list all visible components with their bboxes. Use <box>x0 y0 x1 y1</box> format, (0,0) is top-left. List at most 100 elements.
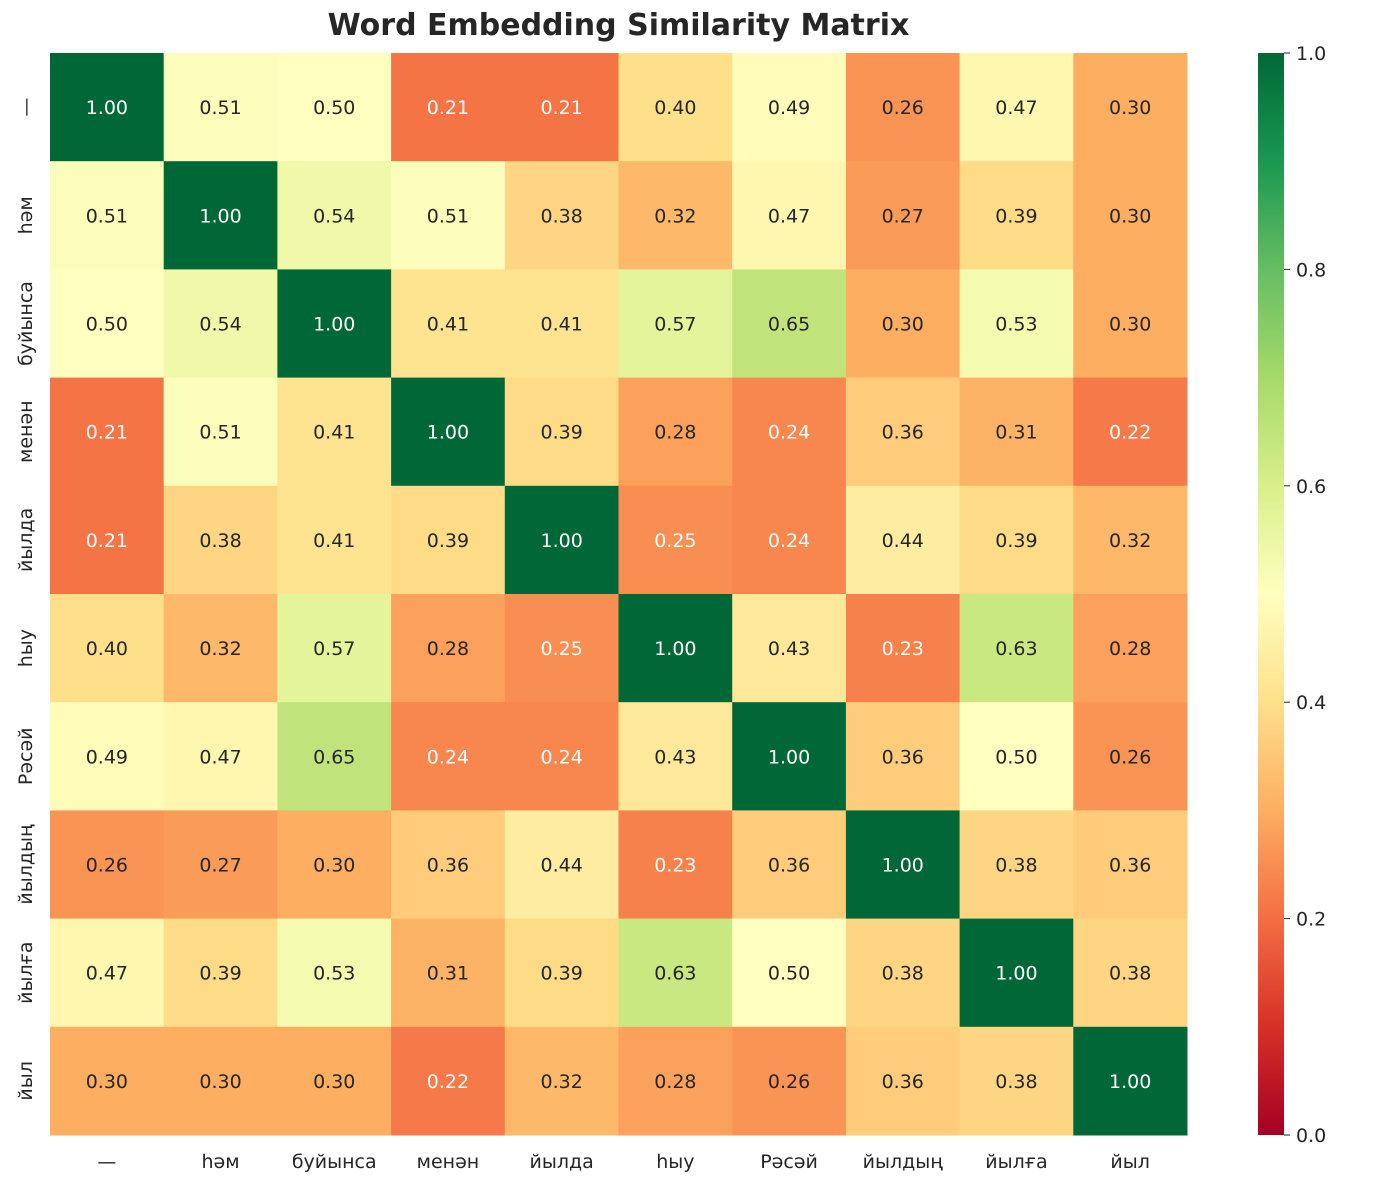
x-tick-label: — <box>97 1151 116 1173</box>
y-tick-label: һәм <box>15 196 37 234</box>
x-tick-label: йылға <box>985 1151 1047 1173</box>
heatmap-cell <box>504 485 619 595</box>
y-tick-label: — <box>15 98 37 117</box>
cell-annotation: 0.43 <box>768 638 810 660</box>
cell-annotation: 1.00 <box>1109 1071 1151 1093</box>
colorbar-tick-label: 0.2 <box>1296 909 1326 931</box>
cell-annotation: 1.00 <box>86 97 128 119</box>
cell-annotation: 0.41 <box>313 422 355 444</box>
heatmap-cell <box>277 161 392 270</box>
y-tick-label: буйынса <box>15 281 37 366</box>
cell-annotation: 0.47 <box>199 746 241 768</box>
heatmap-cell <box>845 485 961 595</box>
heatmap-cell <box>618 269 733 379</box>
heatmap-cell <box>391 1026 506 1136</box>
cell-annotation: 0.36 <box>882 1071 924 1093</box>
heatmap-cell <box>163 1026 278 1136</box>
y-tick-label: йыл <box>15 1061 37 1101</box>
colorbar-tick-label: 1.0 <box>1296 43 1326 65</box>
cell-annotation: 0.30 <box>1109 97 1151 119</box>
x-tick-label: йылда <box>530 1151 594 1173</box>
heatmap-cell <box>504 161 619 270</box>
y-tick-label: Рәсәй <box>15 727 37 785</box>
cell-annotation: 0.41 <box>540 314 582 336</box>
cell-annotation: 0.50 <box>313 97 355 119</box>
cell-annotation: 0.39 <box>995 205 1037 227</box>
cell-annotation: 0.36 <box>882 422 924 444</box>
heatmap-cell <box>391 377 506 487</box>
x-tick-label: йылдың <box>863 1151 944 1173</box>
cell-annotation: 0.44 <box>540 855 582 877</box>
heatmap-cell <box>618 485 733 595</box>
x-tick-label: буйынса <box>292 1151 377 1173</box>
cell-annotation: 0.54 <box>313 205 355 227</box>
cell-annotation: 0.25 <box>540 638 582 660</box>
heatmap-cell <box>732 53 847 162</box>
heatmap-cell <box>959 1026 1074 1136</box>
cell-annotation: 0.38 <box>995 855 1037 877</box>
cell-annotation: 0.38 <box>882 963 924 985</box>
cell-annotation: 0.57 <box>313 638 355 660</box>
cell-annotation: 0.32 <box>540 1071 582 1093</box>
x-tick-label: һәм <box>202 1151 240 1173</box>
cell-annotation: 0.40 <box>86 638 128 660</box>
cell-annotation: 0.39 <box>199 963 241 985</box>
heatmap-cell <box>618 377 733 487</box>
heatmap-cell <box>959 702 1074 811</box>
cell-annotation: 0.57 <box>654 314 696 336</box>
x-tick-label: һыу <box>656 1151 694 1173</box>
cell-annotation: 0.28 <box>427 638 469 660</box>
cell-annotation: 0.32 <box>654 205 696 227</box>
cell-annotation: 0.30 <box>1109 205 1151 227</box>
heatmap-cell <box>732 377 847 487</box>
heatmap-cell <box>163 485 278 595</box>
heatmap-cell <box>50 377 165 487</box>
cell-annotation: 0.26 <box>1109 746 1151 768</box>
heatmap-cell <box>391 161 506 270</box>
cell-annotation: 0.31 <box>427 963 469 985</box>
heatmap-cell <box>618 1026 733 1136</box>
x-tick-label: йыл <box>1110 1151 1150 1173</box>
cell-annotation: 1.00 <box>427 422 469 444</box>
cell-annotation: 0.50 <box>86 314 128 336</box>
heatmap-cell <box>959 810 1074 920</box>
cell-annotation: 0.36 <box>427 855 469 877</box>
colorbar <box>1258 53 1284 1135</box>
heatmap-cell <box>845 810 961 920</box>
heatmap-cell <box>163 810 278 920</box>
cell-annotation: 0.21 <box>427 97 469 119</box>
heatmap-cell <box>504 702 619 811</box>
colorbar-tick-label: 0.6 <box>1296 476 1326 498</box>
heatmap-cell <box>845 702 961 811</box>
cell-annotation: 0.47 <box>995 97 1037 119</box>
heatmap-cell <box>504 1026 619 1136</box>
cell-annotation: 0.39 <box>540 963 582 985</box>
heatmap-cell <box>391 53 506 162</box>
cell-annotation: 0.41 <box>427 314 469 336</box>
cell-annotation: 0.24 <box>540 746 582 768</box>
heatmap-cell <box>391 918 506 1028</box>
cell-annotation: 1.00 <box>540 530 582 552</box>
heatmap-cell <box>618 53 733 162</box>
cell-annotation: 0.63 <box>654 963 696 985</box>
heatmap-cell <box>504 594 619 703</box>
cell-annotation: 0.65 <box>313 746 355 768</box>
heatmap-cell <box>163 594 278 703</box>
heatmap-cell <box>1073 485 1188 595</box>
colorbar-tick-label: 0.0 <box>1296 1125 1326 1147</box>
y-tick-label: һыу <box>15 629 37 667</box>
heatmap-cell <box>959 269 1074 379</box>
heatmap-cell <box>277 485 392 595</box>
cell-annotation: 0.40 <box>654 97 696 119</box>
cell-annotation: 0.28 <box>654 1071 696 1093</box>
cell-annotation: 1.00 <box>654 638 696 660</box>
heatmap-cell <box>504 810 619 920</box>
cell-annotation: 0.30 <box>1109 314 1151 336</box>
heatmap-cell <box>50 918 165 1028</box>
heatmap-cell <box>277 53 392 162</box>
cell-annotation: 0.22 <box>1109 422 1151 444</box>
cell-annotation: 0.31 <box>995 422 1037 444</box>
y-tick-label: менән <box>15 400 37 463</box>
heatmap-cell <box>277 810 392 920</box>
cell-annotation: 1.00 <box>882 855 924 877</box>
